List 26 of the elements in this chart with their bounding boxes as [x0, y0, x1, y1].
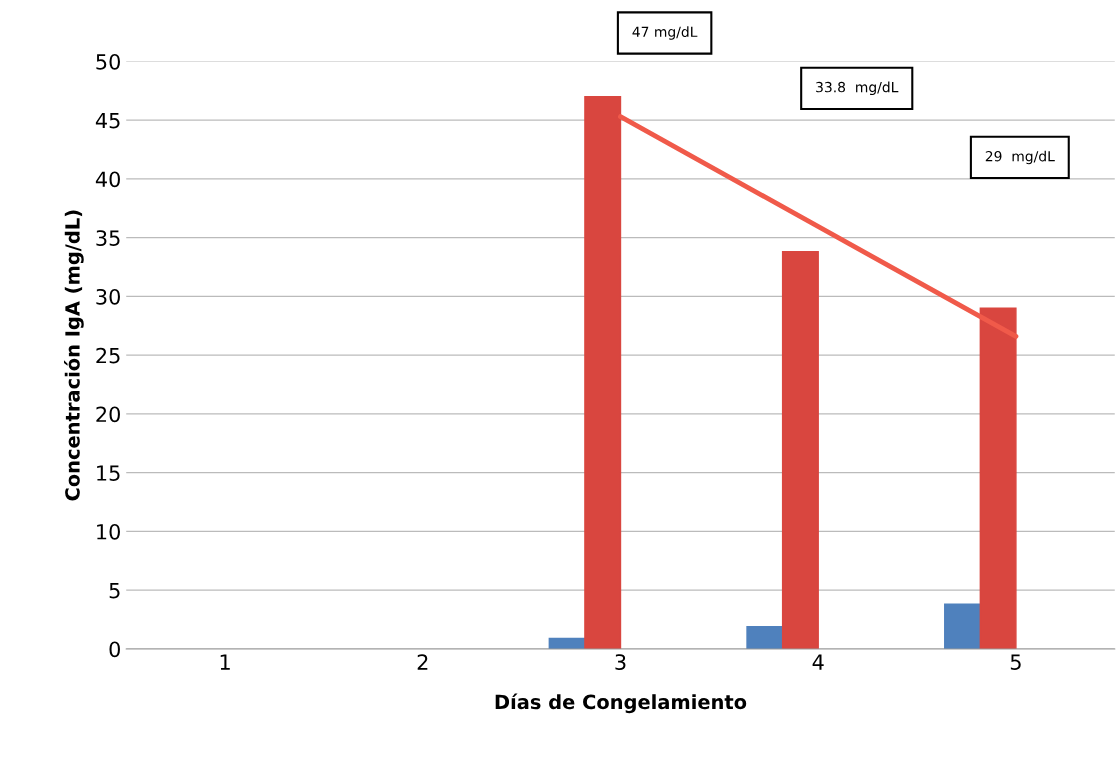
bar	[781, 251, 819, 649]
annotation: 29 mg/dL	[985, 150, 1055, 165]
y-axis-title: Concentración IgA (mg/dL)	[63, 210, 84, 501]
y-tick-label: 35	[96, 230, 120, 246]
x-tick-label: 2	[417, 654, 428, 670]
y-tick-label: 40	[95, 171, 120, 188]
x-tick-label: 4	[812, 654, 824, 670]
x-tick-label: 1	[220, 654, 230, 670]
y-tick-label: 5	[109, 582, 120, 599]
y-tick-label: 15	[97, 465, 120, 481]
x-tick-label: 3	[615, 654, 626, 670]
y-tick-label: 25	[96, 347, 120, 364]
y-tick-label: 30	[96, 288, 120, 305]
annotation: 33.8 mg/dL	[816, 81, 899, 96]
x-tick-label: 5	[1010, 654, 1021, 670]
y-tick-label: 50	[96, 53, 120, 70]
y-tick-label: 20	[96, 406, 120, 423]
bar	[746, 625, 784, 649]
y-tick-label: 10	[97, 523, 120, 540]
y-tick-label: 0	[109, 641, 120, 658]
x-axis-title: Días de Congelamiento	[495, 693, 747, 714]
bar	[979, 307, 1017, 649]
bar	[944, 603, 982, 649]
y-tick-label: 45	[95, 112, 120, 129]
bar	[584, 95, 622, 649]
text: 47 mg/dL	[632, 26, 698, 40]
